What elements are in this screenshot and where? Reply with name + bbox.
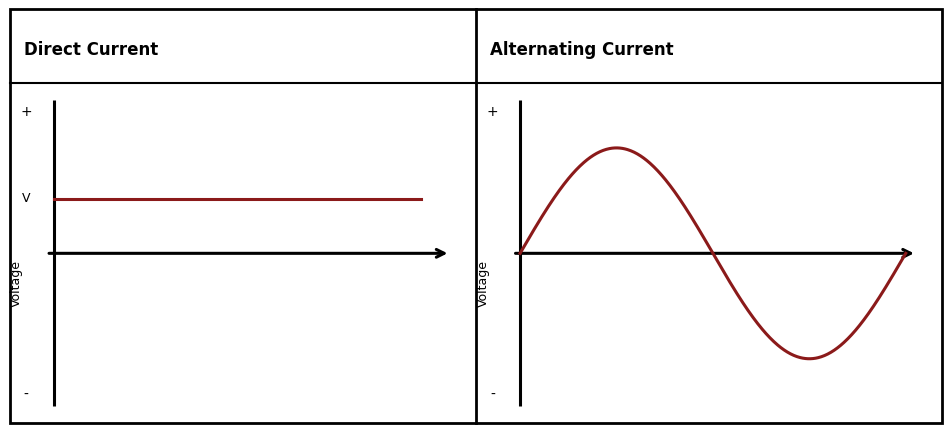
- Text: V: V: [22, 192, 30, 205]
- Text: +: +: [20, 105, 31, 119]
- Text: -: -: [490, 388, 495, 401]
- Text: Direct Current: Direct Current: [24, 41, 158, 59]
- Text: +: +: [486, 105, 498, 119]
- Text: Alternating Current: Alternating Current: [490, 41, 674, 59]
- Text: -: -: [24, 388, 29, 401]
- Text: Voltage: Voltage: [10, 260, 24, 308]
- Text: Voltage: Voltage: [477, 260, 490, 308]
